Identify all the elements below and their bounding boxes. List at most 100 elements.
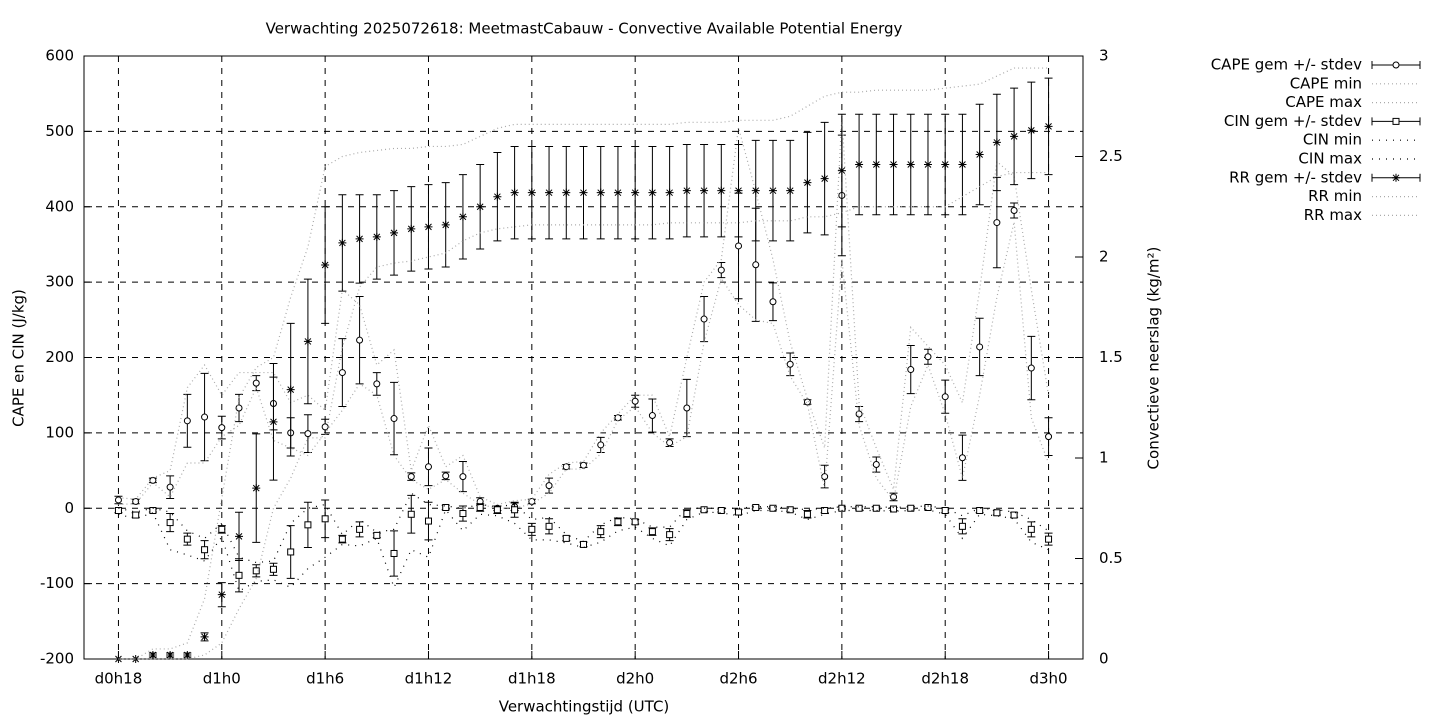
- point: [459, 473, 467, 481]
- point: [321, 261, 330, 270]
- legend-swatch: [1392, 117, 1400, 125]
- x-tick-label: d3h0: [1029, 670, 1067, 688]
- point: [889, 160, 898, 169]
- legend-label: CIN max: [1298, 150, 1362, 168]
- point: [837, 166, 846, 175]
- point: [666, 439, 674, 447]
- point: [372, 232, 381, 241]
- point: [1045, 433, 1053, 441]
- series-line: [118, 171, 1049, 660]
- point: [148, 650, 157, 659]
- point: [510, 188, 519, 197]
- y-tick-label: 100: [45, 423, 74, 441]
- point: [958, 454, 966, 462]
- x-tick-label: d1h6: [306, 670, 344, 688]
- point: [923, 160, 932, 169]
- point: [252, 484, 261, 493]
- point: [390, 228, 399, 237]
- point: [407, 224, 416, 233]
- point: [528, 525, 536, 533]
- point: [597, 441, 605, 449]
- y2-tick-label: 0.5: [1099, 549, 1123, 567]
- point: [803, 510, 811, 518]
- point: [562, 534, 570, 542]
- point: [872, 160, 881, 169]
- series-line: [118, 492, 1049, 564]
- point: [752, 503, 760, 511]
- point: [596, 188, 605, 197]
- point: [424, 222, 433, 231]
- point: [218, 525, 226, 533]
- y2-tick-label: 1: [1099, 449, 1109, 467]
- point: [597, 528, 605, 536]
- point: [975, 150, 984, 159]
- point: [304, 430, 312, 438]
- point: [683, 510, 691, 518]
- x-axis-label: Verwachtingstijd (UTC): [499, 698, 670, 716]
- point: [855, 504, 863, 512]
- y-tick-label: -200: [40, 650, 74, 668]
- y-tick-label: 600: [45, 47, 74, 65]
- point: [820, 174, 829, 183]
- point: [614, 518, 622, 526]
- legend-label: CIN min: [1303, 131, 1362, 149]
- legend-label: RR min: [1308, 187, 1362, 205]
- point: [1010, 511, 1018, 519]
- point: [924, 353, 932, 361]
- point: [235, 571, 243, 579]
- point: [717, 507, 725, 515]
- legend-label: CAPE max: [1285, 93, 1362, 111]
- point: [356, 525, 364, 533]
- point: [735, 242, 743, 250]
- point: [992, 138, 1001, 147]
- point: [132, 511, 140, 519]
- y2-tick-label: 2.5: [1099, 147, 1123, 165]
- point: [562, 463, 570, 471]
- x-tick-label: d1h12: [405, 670, 453, 688]
- point: [527, 188, 536, 197]
- x-tick-label: d2h0: [616, 670, 654, 688]
- point: [976, 507, 984, 515]
- point: [545, 522, 553, 530]
- point: [786, 360, 794, 368]
- point: [941, 160, 950, 169]
- point: [493, 192, 502, 201]
- point: [1045, 535, 1053, 543]
- point: [355, 234, 364, 243]
- point: [631, 397, 639, 405]
- point: [286, 385, 295, 394]
- x-tick-label: d1h0: [203, 670, 241, 688]
- point: [338, 238, 347, 247]
- point: [803, 178, 812, 187]
- point: [407, 473, 415, 481]
- point: [580, 540, 587, 548]
- point: [545, 482, 553, 490]
- point: [1027, 364, 1035, 372]
- point: [201, 546, 209, 554]
- legend-swatch: [1392, 173, 1400, 182]
- point: [442, 503, 450, 511]
- point: [390, 415, 398, 423]
- y-tick-label: 500: [45, 122, 74, 140]
- point: [183, 535, 191, 543]
- series-line: [118, 508, 1049, 593]
- point: [855, 410, 863, 418]
- point: [613, 188, 622, 197]
- point: [580, 461, 587, 469]
- point: [682, 186, 691, 195]
- point: [132, 497, 140, 505]
- point: [390, 549, 398, 557]
- point: [717, 186, 726, 195]
- point: [407, 510, 415, 518]
- point: [907, 504, 915, 512]
- point: [269, 417, 278, 426]
- point: [683, 404, 691, 412]
- point: [200, 632, 209, 641]
- point: [700, 506, 708, 514]
- point: [442, 472, 450, 480]
- point: [356, 336, 364, 344]
- y-tick-label: 400: [45, 197, 74, 215]
- point: [321, 423, 329, 431]
- x-tick-label: d0h18: [95, 670, 143, 688]
